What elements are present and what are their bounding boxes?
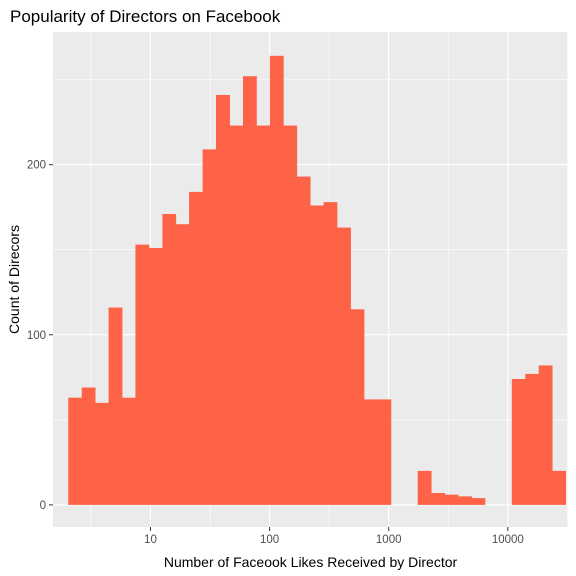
histogram-bar [296,176,311,505]
histogram-bar [310,205,324,505]
y-axis: 0 100 200 [27,160,53,512]
histogram-bar [216,94,230,505]
histogram-bar [444,494,459,505]
histogram-bar [122,397,136,505]
histogram-bar [538,365,553,505]
histogram-bar [283,125,298,505]
histogram-bar [525,373,540,505]
histogram-bar [175,224,190,505]
x-tick-label: 100 [260,534,279,546]
histogram-bar [229,125,244,505]
x-tick-label: 1000 [376,534,402,546]
histogram-bar [377,399,392,505]
histogram-bar [81,387,96,505]
y-tick-label: 200 [27,160,46,172]
histogram-bar [202,149,217,505]
y-axis-label: Count of Direcors [6,225,22,334]
chart-title: Popularity of Directors on Facebook [10,7,281,26]
histogram-bar [336,227,351,505]
histogram-bar [363,399,378,505]
histogram-bar [256,125,271,505]
histogram-bar [323,202,338,505]
histogram-bar [148,248,163,505]
histogram-bars [68,55,566,505]
histogram-bar [417,470,432,505]
x-axis: 10 100 1000 10000 [144,527,524,546]
histogram-bar [511,379,526,505]
x-tick-label: 10 [144,534,157,546]
histogram-bar [242,76,257,505]
histogram-bar [431,492,445,505]
histogram-bar [458,496,472,505]
histogram-bar [189,191,204,505]
y-tick-label: 100 [27,330,46,342]
histogram-bar [471,498,486,505]
histogram-bar [350,309,365,505]
histogram-bar [68,397,83,505]
x-axis-label: Number of Faceook Likes Received by Dire… [164,554,458,570]
x-tick-label: 10000 [492,534,524,546]
y-tick-label: 0 [40,500,46,512]
histogram-bar [108,307,123,505]
histogram-bar [269,55,284,505]
histogram-bar [95,402,109,505]
histogram-bar [552,470,566,505]
histogram-bar [162,214,177,505]
histogram-bar [135,244,150,505]
